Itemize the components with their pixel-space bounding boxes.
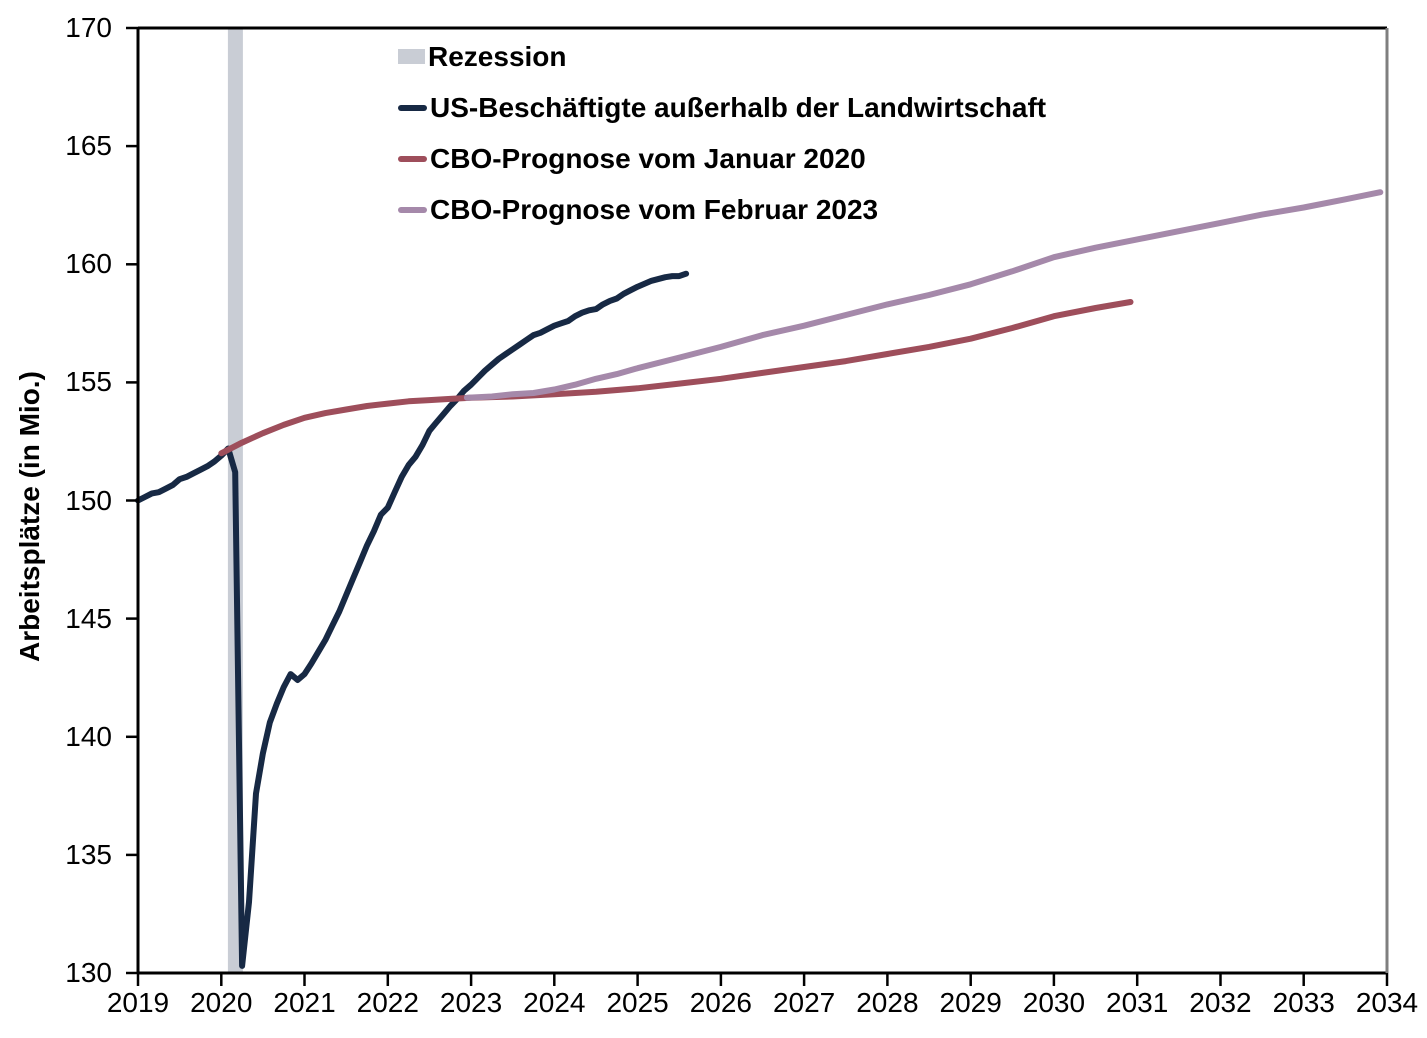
x-tick-label-2021: 2021 [273, 987, 336, 1018]
y-tick-label-150: 150 [65, 484, 112, 516]
legend-item-us-beschaeftigte: US-Beschäftigte außerhalb der Landwirtsc… [398, 82, 1046, 133]
x-tick-label-2027: 2027 [772, 987, 836, 1018]
legend-line-swatch-icon [398, 104, 427, 111]
x-tick-label-2030: 2030 [1022, 987, 1086, 1018]
legend-label: CBO-Prognose vom Februar 2023 [430, 193, 879, 225]
x-tick-label-2028: 2028 [856, 987, 919, 1018]
x-tick-label-2026: 2026 [689, 987, 752, 1018]
legend-label: US-Beschäftigte außerhalb der Landwirtsc… [430, 91, 1047, 123]
legend-line-swatch-icon [398, 206, 427, 213]
y-tick-label-130: 130 [65, 957, 112, 988]
x-tick-label-2029: 2029 [939, 987, 1002, 1018]
y-tick-label-140: 140 [65, 720, 112, 752]
y-tick-label-170: 170 [65, 12, 112, 43]
y-tick-label-165: 165 [65, 130, 112, 162]
x-tick-label-2031: 2031 [1106, 987, 1169, 1018]
series-line-cbo-prognose-februar-2023 [463, 189, 1384, 401]
x-tick-label-2023: 2023 [439, 987, 503, 1018]
legend-item-rezession: Rezession [398, 31, 1046, 82]
y-tick-label-160: 160 [65, 248, 112, 280]
series-line-cbo-prognose-januar-2020 [218, 299, 1134, 457]
y-tick-label-155: 155 [65, 366, 112, 398]
legend-label: CBO-Prognose vom Januar 2020 [430, 142, 866, 174]
x-tick-label-2033: 2033 [1272, 987, 1335, 1018]
legend-band-swatch-icon [398, 49, 425, 64]
legend: Rezession US-Beschäftigte außerhalb der L… [398, 31, 1046, 235]
legend-item-cbo-prognose-februar-2023: CBO-Prognose vom Februar 2023 [398, 184, 1046, 235]
x-tick-label-2024: 2024 [523, 987, 586, 1018]
x-tick-label-2025: 2025 [606, 987, 669, 1018]
x-tick-label-2020: 2020 [190, 987, 253, 1018]
x-tick-label-2022: 2022 [356, 987, 419, 1018]
x-tick-label-2032: 2032 [1189, 987, 1252, 1018]
y-tick-label-135: 135 [65, 838, 112, 870]
y-tick-label-145: 145 [65, 602, 112, 634]
legend-line-swatch-icon [398, 155, 427, 162]
legend-label: Rezession [428, 40, 567, 72]
x-tick-label-2019: 2019 [106, 987, 170, 1018]
x-tick-label-2034: 2034 [1355, 987, 1419, 1018]
legend-item-cbo-prognose-januar-2020: CBO-Prognose vom Januar 2020 [398, 133, 1046, 184]
